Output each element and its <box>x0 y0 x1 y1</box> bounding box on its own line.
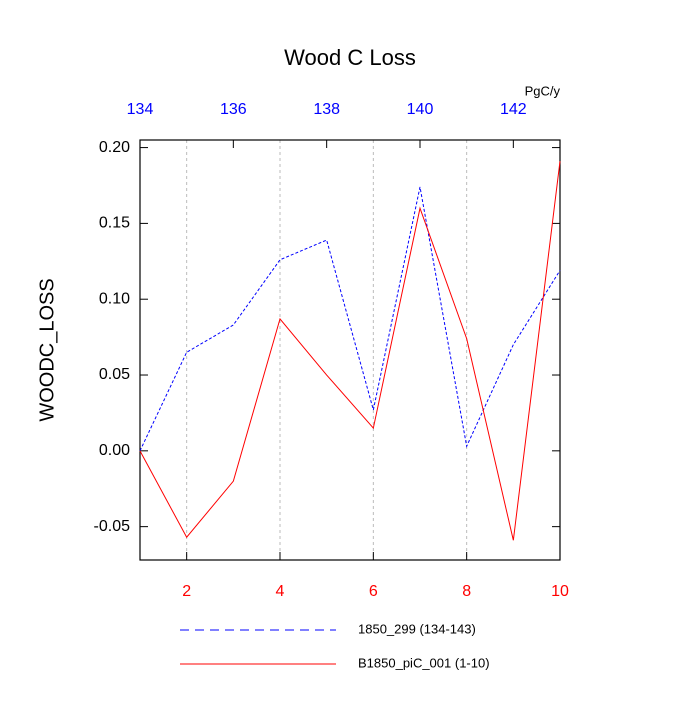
y-tick-label: 0.05 <box>99 366 130 383</box>
y-axis-label: WOODC_LOSS <box>36 278 58 421</box>
x2-axis-unit: PgC/y <box>525 83 561 98</box>
x-tick-label: 10 <box>551 583 569 600</box>
x-tick-label: 6 <box>369 583 378 600</box>
x2-tick-label: 134 <box>127 101 154 118</box>
x2-tick-label: 140 <box>407 101 434 118</box>
series-line <box>139 161 561 541</box>
x-tick-label: 4 <box>276 583 285 600</box>
legend-label: 1850_299 (134-143) <box>358 621 476 636</box>
y-tick-label: 0.10 <box>99 290 130 307</box>
chart-title: Wood C Loss <box>284 45 416 70</box>
y-tick-label: 0.15 <box>99 215 130 232</box>
series-line <box>139 186 561 452</box>
x2-tick-label: 142 <box>500 101 527 118</box>
y-tick-label: 0.00 <box>99 442 130 459</box>
x2-tick-label: 138 <box>313 101 340 118</box>
plot-frame <box>139 139 561 561</box>
x2-tick-label: 136 <box>220 101 247 118</box>
legend-label: B1850_piC_001 (1-10) <box>358 655 490 670</box>
y-tick-label: -0.05 <box>94 518 131 535</box>
y-tick-label: 0.20 <box>99 139 130 156</box>
x-tick-label: 2 <box>182 583 191 600</box>
x-tick-label: 8 <box>462 583 471 600</box>
